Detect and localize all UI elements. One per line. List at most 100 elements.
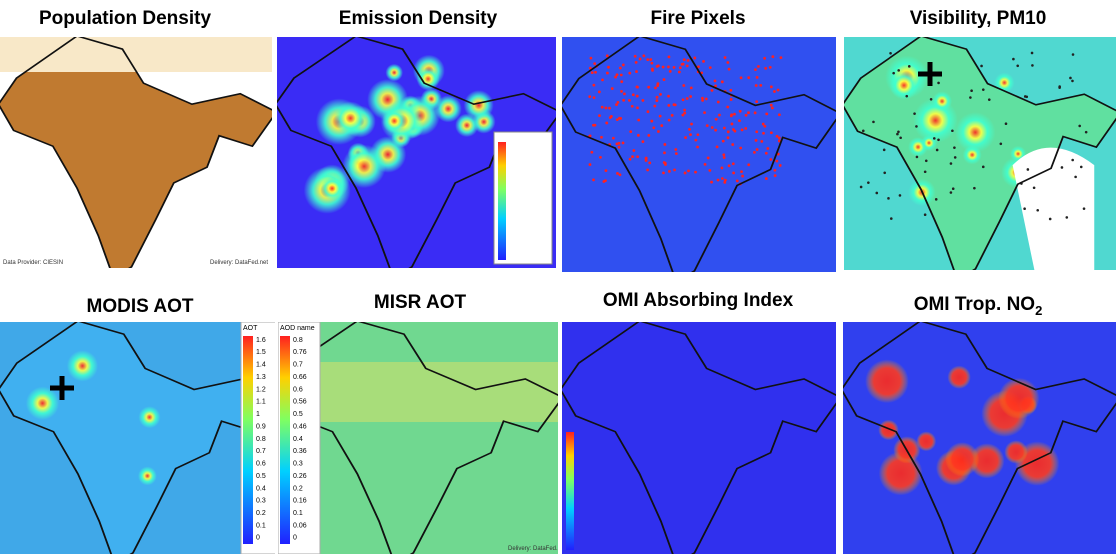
station [949, 162, 953, 165]
legend-label: 0.9 [256, 423, 266, 430]
fire-pixel [662, 171, 665, 175]
fire-pixel [754, 138, 758, 142]
fire-pixel [683, 171, 687, 175]
fire-pixel [706, 156, 710, 160]
fire-pixel [604, 106, 608, 110]
fire-pixel [715, 145, 719, 149]
station [887, 197, 890, 200]
colorbar [243, 336, 253, 544]
legend-label: 0.5 [293, 411, 303, 418]
legend-label: 0.36 [293, 448, 307, 455]
fire-pixel [760, 139, 764, 143]
fire-pixel [729, 114, 733, 118]
station [970, 89, 973, 93]
fire-pixel [611, 136, 615, 140]
hotspot [998, 377, 1040, 419]
hotspot [969, 443, 1005, 479]
legend-label: 0.16 [293, 498, 307, 505]
fire-pixel [659, 93, 662, 96]
fire-pixel [621, 63, 625, 67]
fire-pixel [777, 139, 781, 143]
station [981, 88, 985, 91]
panel-title: OMI Absorbing Index [603, 290, 794, 311]
hotspot [920, 134, 938, 151]
station [1048, 217, 1052, 221]
fire-pixel [723, 56, 727, 59]
station [897, 130, 900, 134]
hotspot [932, 91, 953, 112]
map-panel [277, 37, 556, 268]
fire-pixel [604, 169, 608, 173]
legend-label: 0.2 [293, 485, 303, 492]
fire-pixel [689, 133, 692, 137]
border [562, 37, 836, 272]
fire-pixel [777, 113, 781, 117]
legend-label: 0 [256, 535, 260, 542]
legend-label: 0.8 [293, 337, 303, 344]
fire-pixel [773, 90, 776, 93]
hotspot [320, 176, 344, 201]
fire-pixel [723, 180, 727, 184]
fire-pixel [635, 70, 638, 73]
legend-label: 0.6 [293, 386, 303, 393]
fire-pixel [650, 67, 654, 71]
fire-pixel [689, 95, 693, 98]
hotspot [385, 63, 404, 82]
station [949, 191, 953, 194]
marker-cross [50, 376, 74, 400]
fire-pixel [759, 83, 763, 87]
station [1023, 95, 1027, 98]
fire-pixel [720, 166, 724, 170]
fire-pixel [663, 143, 667, 146]
fire-pixel [769, 85, 773, 89]
fire-pixel [775, 134, 779, 138]
fire-pixel [597, 90, 601, 94]
station [999, 142, 1003, 146]
hotspot [947, 365, 971, 389]
station [1012, 57, 1015, 61]
fire-pixel [689, 86, 693, 90]
station [937, 81, 940, 85]
fire-pixel [619, 73, 623, 77]
fire-pixel [729, 88, 733, 92]
fire-pixel [636, 106, 639, 110]
fire-pixel [635, 94, 639, 98]
fire-pixel [615, 73, 619, 77]
fire-pixel [655, 64, 659, 68]
station [897, 69, 900, 72]
haze [278, 362, 558, 422]
fire-pixel [655, 99, 659, 103]
fire-pixel [703, 111, 706, 115]
fire-pixel [690, 122, 693, 126]
station [987, 98, 991, 101]
fire-pixel [696, 133, 700, 137]
fire-pixel [768, 65, 772, 69]
hotspot [138, 406, 161, 429]
fire-pixel [720, 80, 724, 84]
station [1058, 86, 1061, 89]
fire-pixel [615, 142, 619, 146]
station [980, 64, 983, 68]
fire-pixel [729, 98, 733, 101]
fire-pixel [697, 65, 700, 69]
fire-pixel [599, 155, 602, 159]
legend-label: 1.2 [256, 386, 266, 393]
fire-pixel [694, 138, 698, 142]
station [951, 129, 954, 133]
fire-pixel [618, 66, 622, 70]
legend-label: 0.1 [256, 522, 266, 529]
fire-pixel [721, 177, 724, 180]
fire-pixel [756, 65, 760, 68]
station [1032, 186, 1036, 190]
fire-pixel [703, 163, 707, 166]
fire-pixel [657, 130, 660, 133]
fire-pixel [718, 113, 721, 117]
fire-pixel [677, 70, 681, 74]
fire-pixel [593, 123, 597, 127]
station [1074, 175, 1077, 179]
legend-title: AOT [243, 325, 258, 332]
fire-pixel [726, 136, 730, 140]
fire-pixel [644, 159, 648, 162]
fire-pixel [681, 113, 685, 117]
